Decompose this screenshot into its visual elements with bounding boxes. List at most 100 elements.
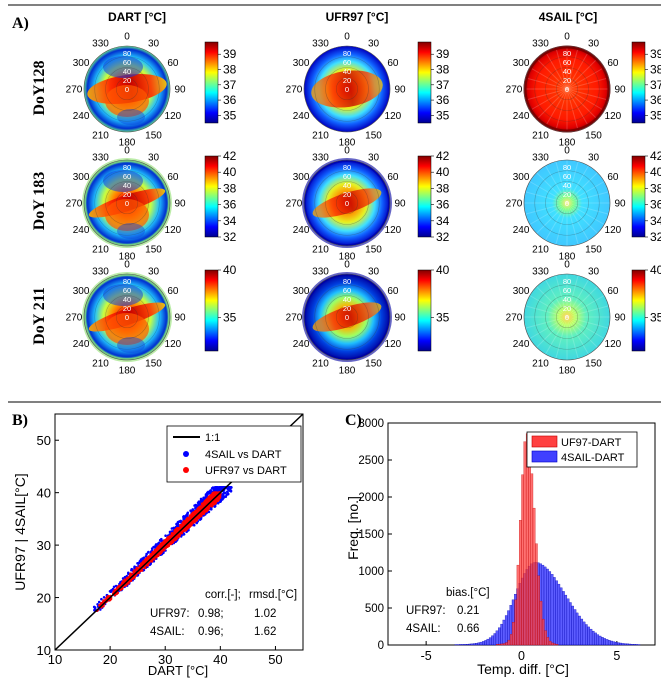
hist-bar xyxy=(502,619,506,646)
polar-angle-label: 0 xyxy=(124,32,130,43)
colorbar-tick-label: 39 xyxy=(223,47,237,61)
hist-x-tick-label: -5 xyxy=(421,649,432,663)
polar-angle-label: 60 xyxy=(167,172,179,183)
spoke xyxy=(536,58,568,90)
spoke xyxy=(566,77,609,90)
hist-bar xyxy=(628,643,632,646)
spoke xyxy=(555,47,568,90)
polar-angle-label: 270 xyxy=(506,313,523,324)
scatter-point xyxy=(175,522,178,526)
polar-border xyxy=(523,45,611,133)
polar-angle-label: 0 xyxy=(344,260,350,271)
scatter-point xyxy=(126,576,129,580)
hotspot-lower xyxy=(105,85,149,117)
hist-bar xyxy=(537,575,540,646)
polar-radial-label: 40 xyxy=(123,67,131,76)
colorbar-tick-label: 40 xyxy=(436,165,450,179)
polar-radial-label: 0 xyxy=(345,199,349,208)
polar-angle-label: 30 xyxy=(588,39,600,50)
polar-angle-label: 90 xyxy=(394,313,406,324)
hist-y-tick-label: 1500 xyxy=(358,529,384,541)
polar-field xyxy=(524,46,610,132)
polar-angle-label: 330 xyxy=(532,153,549,164)
scatter-point xyxy=(102,599,105,602)
scatter-point xyxy=(143,566,147,569)
polar-angle-label: 180 xyxy=(119,366,136,377)
scatter-point xyxy=(174,531,177,535)
cool-lobe-upper xyxy=(103,170,143,192)
scatter-point xyxy=(156,546,159,550)
polar-angle-label: 240 xyxy=(73,111,90,122)
scatter-point xyxy=(176,534,179,538)
spoke xyxy=(536,88,568,120)
polar-angle-label: 180 xyxy=(339,138,356,149)
polar-ring xyxy=(94,284,160,350)
hist-bar xyxy=(555,644,559,646)
scatter-point xyxy=(181,524,185,527)
colorbar-gradient xyxy=(631,155,646,238)
hotspot-lower xyxy=(105,313,149,345)
scatter-y-tick-label: 40 xyxy=(37,486,51,501)
hist-bar xyxy=(530,473,534,646)
scatter-point xyxy=(160,539,163,543)
hist-bar xyxy=(578,615,581,646)
polar-radial-label: 80 xyxy=(343,277,351,286)
cool-lobe-lower xyxy=(117,223,145,239)
bias-box: bias.[°C] UFR97: 0.21 4SAIL: 0.66 xyxy=(406,587,490,635)
scatter-point xyxy=(200,511,203,515)
scatter-point xyxy=(207,495,211,499)
panel-label-b: B) xyxy=(12,412,28,429)
stats-header-corr: corr.[-]; xyxy=(205,589,241,601)
legend-marker-4sail xyxy=(183,451,189,457)
colorbar-gradient xyxy=(204,155,219,238)
scatter-point xyxy=(142,556,146,560)
colorbar-tick-label: 32 xyxy=(223,230,237,244)
hist-series-ufr97 xyxy=(496,433,559,646)
scatter-point xyxy=(157,541,161,545)
spoke xyxy=(566,286,598,318)
polar-radial-label: 20 xyxy=(343,304,351,313)
spoke xyxy=(525,77,568,90)
colorbar-tick-label: 42 xyxy=(436,149,450,163)
polar-angle-label: 210 xyxy=(532,130,549,141)
spoke xyxy=(566,305,609,318)
polar-angle-label: 270 xyxy=(286,313,303,324)
hist-bar xyxy=(580,618,584,646)
scatter-point xyxy=(193,504,196,507)
spoke xyxy=(566,202,605,225)
polar-ring xyxy=(534,170,600,236)
scatter-point xyxy=(106,595,110,598)
scatter-point xyxy=(138,560,142,564)
hist-bar xyxy=(553,577,556,646)
polar-angle-label: 330 xyxy=(92,39,109,50)
legend-label-ufr97: UFR97 vs DART xyxy=(205,465,287,477)
scatter-point xyxy=(116,585,120,589)
spoke xyxy=(566,88,598,120)
row-title-doy183: DoY 183 xyxy=(31,172,48,231)
polar-angle-label: 240 xyxy=(293,339,310,350)
polar-radial-label: 40 xyxy=(563,181,571,190)
scatter-point xyxy=(144,555,148,558)
scatter-point xyxy=(197,507,201,510)
hist-bar xyxy=(498,643,502,646)
hist-bar xyxy=(532,507,536,646)
scatter-y-tick-label: 10 xyxy=(37,643,51,658)
scatter-point xyxy=(207,510,211,514)
hotspot-lower xyxy=(105,199,149,231)
scatter-point xyxy=(199,517,203,521)
polar-angle-label: 300 xyxy=(293,286,310,297)
stats-name-4sail: 4SAIL: xyxy=(150,626,185,638)
polar-angle-label: 270 xyxy=(506,199,523,210)
hist-bar xyxy=(548,640,552,646)
column-title-dart: DART [°C] xyxy=(108,10,166,24)
polar-border xyxy=(523,159,611,247)
hist-legend: UF97-DART 4SAIL-DART xyxy=(526,431,638,468)
scatter-x-tick-label: 30 xyxy=(158,652,172,667)
colorbar-tick-label: 37 xyxy=(650,78,661,92)
polar-radial-label: 40 xyxy=(343,295,351,304)
scatter-y-tick-label: 20 xyxy=(37,591,51,606)
colorbar-r2-c1: 40 35 xyxy=(417,263,450,352)
polar-angle-label: 0 xyxy=(564,146,570,157)
